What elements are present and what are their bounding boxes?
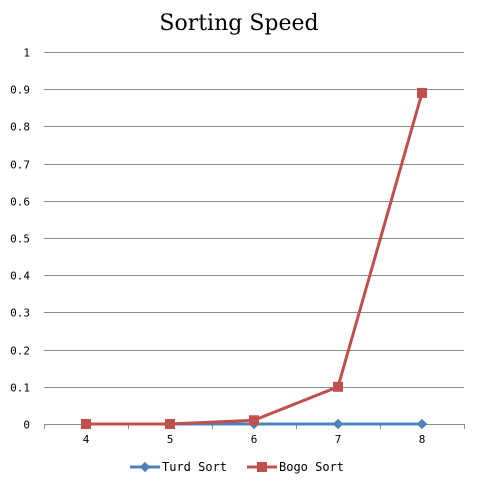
x-tick-label: 8: [419, 433, 426, 446]
series-bogo-sort: [81, 87, 427, 429]
legend-marker: [257, 462, 267, 472]
y-tick-label: 0.6: [10, 196, 30, 209]
y-tick-label: 0.8: [10, 121, 30, 134]
legend-item-turd-sort: Turd Sort: [130, 460, 227, 474]
x-tick-label: 5: [167, 433, 174, 446]
data-point-bogo-sort: [165, 419, 175, 429]
data-point-turd-sort: [332, 418, 344, 430]
data-point-bogo-sort: [417, 87, 427, 98]
chart-title: Sorting Speed: [159, 11, 318, 36]
data-point-bogo-sort: [249, 415, 259, 426]
series-line-bogo-sort: [84, 91, 424, 426]
data-point-bogo-sort: [333, 381, 343, 392]
y-tick-label: 0.9: [10, 84, 30, 97]
y-tick-label: 0.5: [10, 233, 30, 246]
y-tick-label: 0.7: [10, 159, 30, 172]
legend-label: Bogo Sort: [279, 460, 344, 474]
y-tick-label: 0: [23, 419, 30, 432]
legend-item-bogo-sort: Bogo Sort: [247, 460, 344, 474]
data-point-turd-sort: [416, 418, 428, 430]
grid-layer: [44, 52, 465, 429]
y-tick-label: 0.4: [10, 270, 30, 283]
legend-label: Turd Sort: [162, 460, 227, 474]
y-tick-label: 1: [23, 47, 30, 60]
data-point-bogo-sort: [81, 419, 91, 429]
legend: Turd Sort Bogo Sort: [130, 460, 344, 474]
x-tick-labels: 4 5 6 7 8: [83, 433, 426, 446]
y-tick-label: 0.3: [10, 307, 30, 320]
x-tick-label: 4: [83, 433, 90, 446]
y-tick-label: 0.2: [10, 345, 30, 358]
y-tick-label: 0.1: [10, 382, 30, 395]
y-tick-labels: 0 0.1 0.2 0.3 0.4 0.5 0.6 0.7 0.8 0.9 1: [10, 47, 30, 432]
x-tick-label: 6: [251, 433, 258, 446]
x-tick-label: 7: [335, 433, 342, 446]
legend-marker: [139, 461, 151, 473]
series-layer: [80, 87, 428, 430]
